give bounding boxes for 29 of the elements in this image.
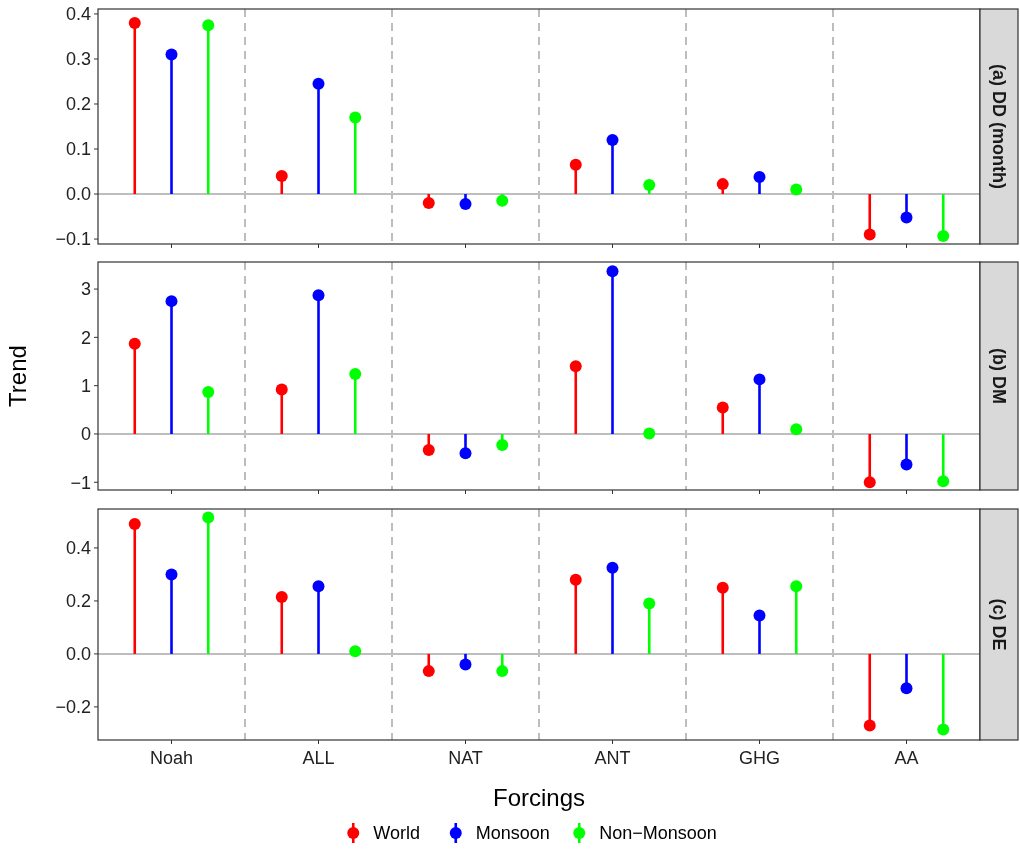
text: (c) DE bbox=[988, 598, 1009, 651]
x-tick-label: ANT bbox=[594, 748, 631, 768]
x-tick-label: AA bbox=[894, 748, 919, 768]
y-tick-label: 0.3 bbox=[65, 49, 91, 70]
x-tick-label: GHG bbox=[738, 748, 781, 768]
legend-label: World bbox=[373, 823, 420, 844]
text: (b) DM bbox=[988, 348, 1009, 404]
x-tick-label: Noah bbox=[149, 748, 194, 768]
text: (a) DD (month) bbox=[988, 64, 1009, 189]
y-tick-label: −0.1 bbox=[55, 229, 91, 250]
y-tick-label: 1 bbox=[80, 375, 91, 396]
y-axis-title: Trend bbox=[4, 345, 31, 407]
y-tick-label: 0.4 bbox=[65, 4, 91, 25]
y-tick-label: 0.2 bbox=[65, 591, 91, 612]
y-tick-label: 0.1 bbox=[65, 139, 91, 160]
x-axis-title: Forcings bbox=[492, 784, 586, 811]
y-tick-label: 0.2 bbox=[65, 94, 91, 115]
legend-label: Monsoon bbox=[475, 823, 550, 844]
y-tick-label: 0.4 bbox=[65, 538, 91, 559]
y-tick-label: 3 bbox=[80, 279, 91, 300]
y-tick-label: −1 bbox=[70, 472, 91, 493]
x-tick-label: ALL bbox=[302, 748, 335, 768]
y-tick-label: 0 bbox=[80, 424, 91, 445]
legend-label: Non−Monsoon bbox=[599, 823, 717, 844]
y-tick-label: −0.2 bbox=[55, 697, 91, 718]
y-tick-label: 2 bbox=[80, 327, 91, 348]
y-tick-label: 0.0 bbox=[65, 644, 91, 665]
y-tick-label: 0.0 bbox=[65, 184, 91, 205]
x-tick-label: NAT bbox=[448, 748, 483, 768]
